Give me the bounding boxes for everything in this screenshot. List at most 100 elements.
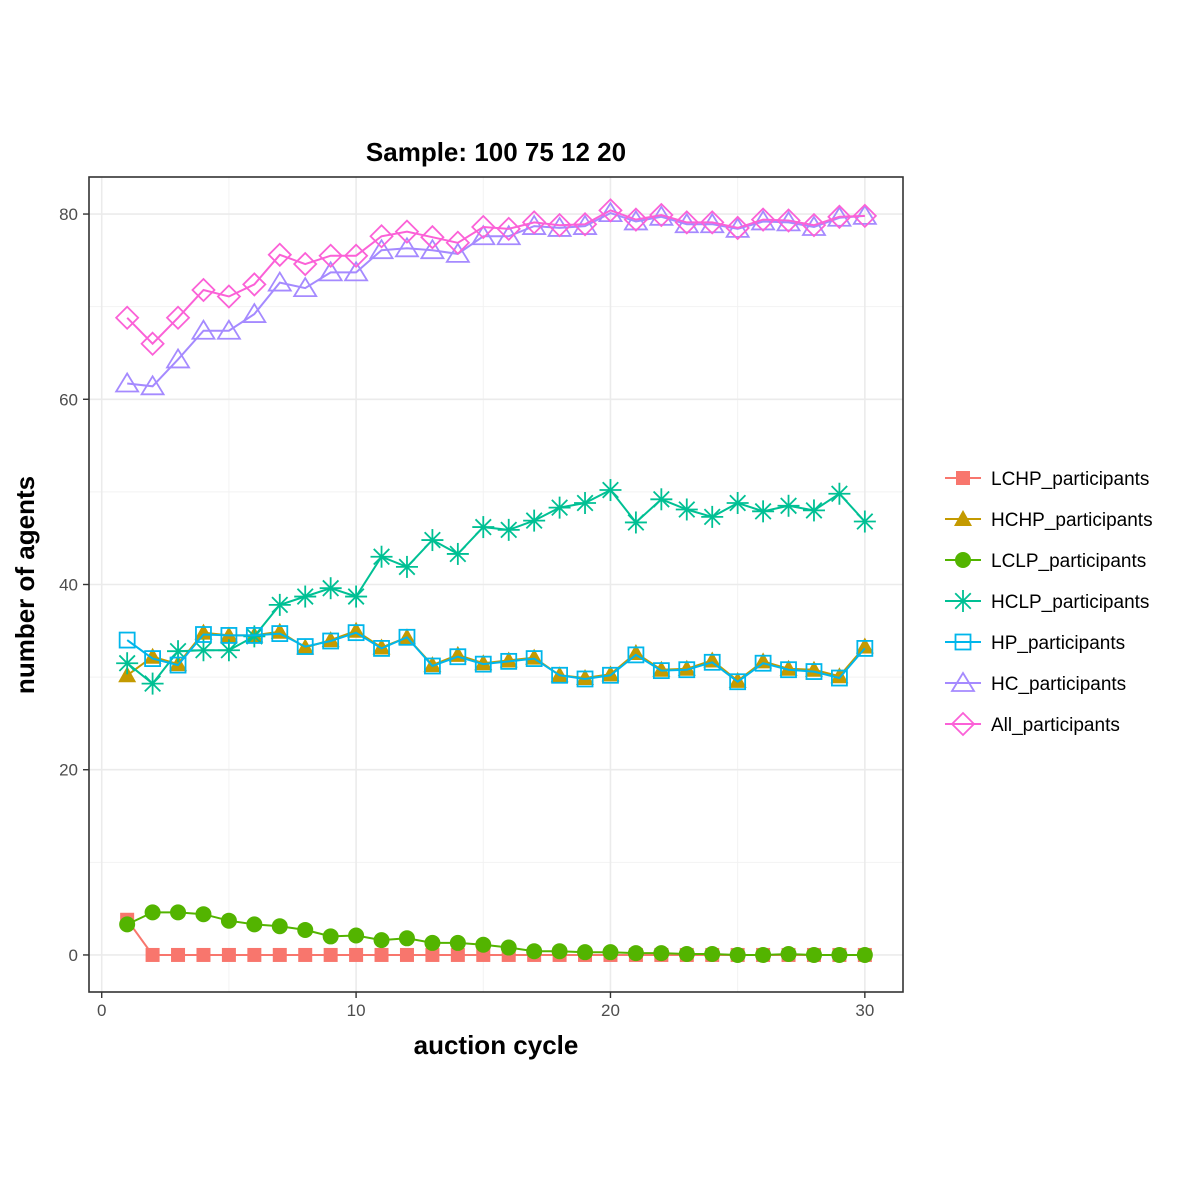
data-point-hclp-participants [650, 488, 673, 511]
legend-key-marker [955, 552, 971, 568]
data-point-lclp-participants [449, 934, 466, 951]
data-point-lclp-participants [602, 944, 619, 961]
data-point-hp-participants [474, 655, 492, 673]
legend-key-marker [956, 471, 970, 485]
data-point-all-participants [699, 210, 725, 235]
data-point-lclp-participants [551, 943, 568, 960]
data-point-all-participants [649, 202, 674, 228]
data-point-hc-participants [318, 260, 344, 282]
data-point-hchp-participants [499, 651, 518, 668]
data-point-lclp-participants [627, 945, 644, 962]
data-point-hc-participants [419, 238, 446, 260]
series-line-all-participants [126, 209, 865, 346]
data-point-hp-participants [551, 666, 568, 684]
data-point-hp-participants [805, 663, 823, 680]
y-tick-label: 60 [59, 390, 78, 409]
legend: LCHP_participants HCHP_participants LCLP_p… [945, 469, 1153, 737]
data-point-lclp-participants [297, 921, 314, 938]
x-axis-title: auction cycle [414, 1030, 579, 1060]
data-point-lchp-participants [247, 947, 262, 962]
data-point-hp-participants [322, 632, 340, 650]
data-point-hclp-participants [472, 516, 495, 539]
data-point-hc-participants [292, 276, 318, 298]
data-point-hchp-participants [169, 655, 188, 672]
data-point-hp-participants [449, 648, 467, 666]
data-point-hclp-participants [446, 542, 469, 565]
data-point-hp-participants [271, 625, 289, 642]
data-point-all-participants [267, 242, 293, 268]
data-point-all-participants [445, 230, 471, 256]
data-point-hp-participants [296, 638, 314, 655]
y-tick-label: 0 [69, 946, 78, 965]
data-point-hp-participants [347, 624, 365, 642]
data-point-lclp-participants [755, 946, 772, 963]
data-point-lclp-participants [780, 946, 797, 963]
series-all-participants [114, 198, 878, 356]
data-point-all-participants [369, 223, 394, 249]
series-line-hclp-participants [126, 488, 866, 686]
data-point-hclp-participants [624, 511, 647, 534]
data-point-hp-participants [703, 653, 721, 671]
data-point-lchp-participants [425, 947, 440, 962]
data-point-all-participants [165, 305, 191, 331]
data-point-hc-participants [470, 224, 496, 246]
series-line-hc-participants [127, 212, 865, 388]
data-point-hp-participants [856, 640, 874, 657]
data-point-hp-participants [678, 661, 696, 679]
legend-key-marker [954, 510, 972, 526]
data-point-hc-participants [216, 319, 242, 340]
data-point-hp-participants [118, 631, 136, 649]
data-point-all-participants [242, 272, 267, 297]
data-point-hc-participants [165, 347, 191, 369]
data-point-hclp-participants [675, 498, 698, 521]
series-line-hp-participants [126, 631, 866, 683]
data-point-lclp-participants [271, 918, 288, 935]
y-tick-label: 20 [59, 761, 78, 780]
data-point-all-participants [623, 207, 649, 232]
data-point-hchp-participants [677, 659, 696, 676]
data-point-hp-participants [602, 666, 619, 684]
data-point-hp-participants [220, 627, 238, 644]
series-group [114, 198, 878, 963]
data-point-hc-participants [114, 371, 140, 393]
y-axis-title: number of agents [10, 476, 40, 694]
data-point-lchp-participants [171, 947, 186, 962]
data-point-all-participants [674, 210, 700, 235]
legend-item-hclp-participants: HCLP_participants [945, 590, 1149, 613]
data-point-hp-participants [831, 669, 848, 687]
data-point-hclp-participants [497, 518, 520, 541]
data-point-hc-participants [343, 260, 369, 282]
legend-key-marker [952, 590, 974, 612]
data-point-lclp-participants [475, 936, 492, 953]
data-point-lclp-participants [424, 934, 441, 951]
data-point-lclp-participants [170, 904, 187, 921]
data-point-hclp-participants [167, 640, 190, 663]
data-point-lchp-participants [349, 947, 364, 962]
data-point-lclp-participants [322, 928, 339, 945]
legend-label: LCHP_participants [991, 469, 1149, 490]
data-point-hclp-participants [777, 494, 800, 517]
legend-item-hp-participants: HP_participants [945, 633, 1125, 654]
data-point-lchp-participants [145, 947, 160, 962]
data-point-all-participants [140, 331, 165, 356]
data-point-lclp-participants [500, 939, 517, 956]
data-point-lchp-participants [374, 947, 389, 962]
legend-label: HCLP_participants [991, 592, 1149, 613]
data-point-lchp-participants [450, 947, 465, 962]
data-point-hclp-participants [319, 577, 342, 600]
data-point-lclp-participants [831, 946, 848, 963]
data-point-lchp-participants [221, 947, 236, 962]
data-point-all-participants [598, 198, 623, 223]
data-point-hp-participants [729, 673, 747, 691]
data-point-all-participants [852, 203, 878, 229]
data-point-hc-participants [241, 302, 267, 323]
data-point-hchp-participants [601, 665, 620, 682]
data-point-lclp-participants [144, 904, 161, 921]
legend-item-lclp-participants: LCLP_participants [945, 551, 1146, 572]
data-point-all-participants [547, 212, 572, 238]
data-point-hchp-participants [830, 667, 849, 684]
data-point-all-participants [496, 216, 521, 242]
data-point-all-participants [572, 211, 598, 237]
data-point-hchp-participants [474, 654, 493, 671]
data-point-all-participants [801, 212, 827, 238]
